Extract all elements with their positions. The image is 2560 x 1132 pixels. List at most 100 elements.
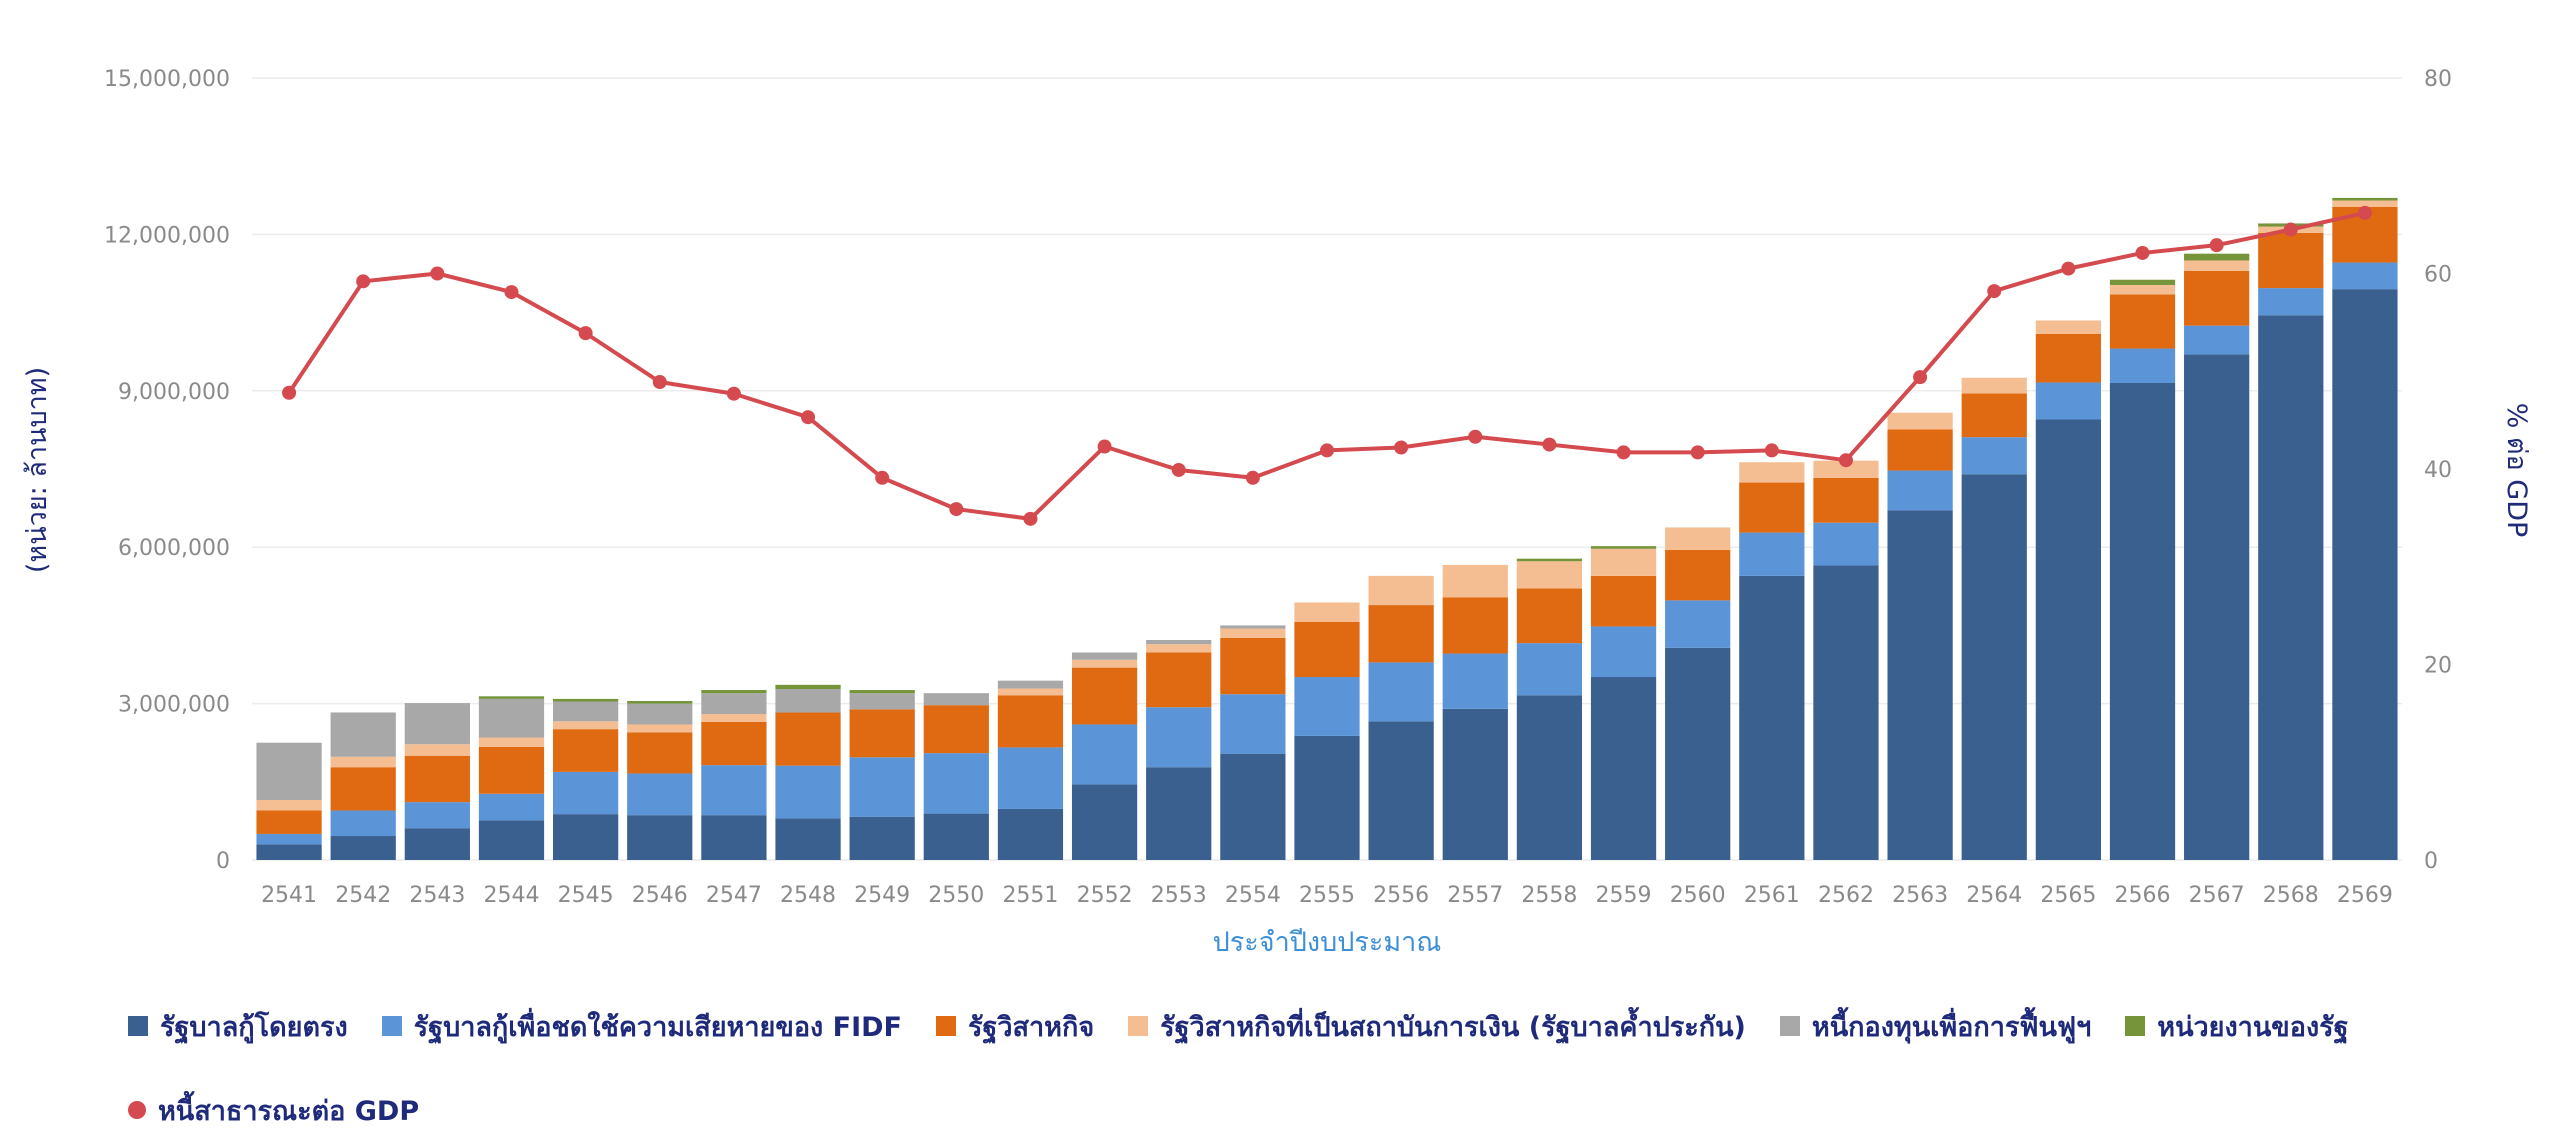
legend-item-ratio-line[interactable]: หนี้สาธารณะต่อ GDP: [128, 1090, 419, 1130]
bar-segment-5: [553, 698, 619, 702]
ratio-point: [1171, 462, 1186, 477]
bar-segment-3: [997, 688, 1064, 696]
bar-segment-3: [256, 800, 322, 811]
bar-segment-0: [2184, 354, 2250, 860]
bar-segment-5: [2184, 253, 2250, 261]
bar-segment-1: [1442, 653, 1508, 709]
legend-item-1[interactable]: รัฐบาลกู้เพื่อชดใช้ความเสียหายของ FIDF: [381, 1006, 902, 1046]
x-tick-label: 2557: [1447, 883, 1503, 908]
bar-segment-2: [1590, 575, 1657, 627]
bar-segment-1: [1813, 522, 1879, 566]
x-tick-label: 2543: [409, 883, 465, 908]
bar-segment-3: [1961, 377, 2027, 394]
bar-segment-3: [404, 744, 470, 756]
legend: รัฐบาลกู้โดยตรง รัฐบาลกู้เพื่อชดใช้ความเส…: [128, 1006, 2528, 1130]
ratio-line-layer: [282, 205, 2372, 526]
ratio-point: [949, 502, 964, 517]
bar-segment-5: [2332, 197, 2398, 201]
legend-item-5[interactable]: หน่วยงานของรัฐ: [2125, 1006, 2349, 1046]
ratio-point: [1542, 437, 1557, 452]
bar-segment-3: [1739, 462, 1805, 483]
bar-segment-0: [1146, 767, 1212, 860]
bar-segment-2: [2109, 294, 2176, 349]
bar-segment-4: [923, 693, 989, 706]
ratio-point: [1023, 511, 1038, 526]
bar-segment-1: [478, 793, 545, 821]
bar-segment-0: [1739, 575, 1805, 860]
x-tick-label: 2566: [2115, 883, 2171, 908]
legend-item-3[interactable]: รัฐวิสาหกิจที่เป็นสถาบันการเงิน (รัฐบาลค…: [1128, 1006, 1746, 1046]
x-tick-label: 2544: [483, 883, 539, 908]
legend-label: รัฐบาลกู้โดยตรง: [160, 1011, 348, 1043]
ratio-point: [1616, 445, 1631, 460]
bar-segment-2: [849, 709, 915, 758]
bar-segment-5: [775, 684, 841, 690]
bar-segment-5: [627, 700, 693, 704]
bar-segment-3: [2035, 320, 2101, 334]
y-tick-label: 0: [216, 849, 230, 874]
bar-segment-1: [701, 765, 767, 816]
bar-segment-3: [1813, 460, 1879, 478]
x-tick-label: 2565: [2040, 883, 2096, 908]
ratio-point: [1468, 429, 1483, 444]
bar-segment-1: [775, 765, 841, 819]
ratio-point: [652, 375, 667, 390]
x-tick-label: 2546: [632, 883, 688, 908]
bar-segment-1: [1961, 437, 2027, 475]
legend-label: รัฐวิสาหกิจที่เป็นสถาบันการเงิน (รัฐบาลค…: [1160, 1011, 1746, 1043]
legend-item-2[interactable]: รัฐวิสาหกิจ: [935, 1006, 1095, 1046]
ratio-point: [2283, 222, 2298, 237]
bar-segment-1: [2332, 262, 2398, 290]
bar-segment-0: [2332, 289, 2398, 860]
bar-segment-1: [330, 810, 396, 837]
legend-swatch: [128, 1016, 148, 1036]
bar-segment-2: [1665, 549, 1731, 601]
bar-segment-5: [701, 690, 767, 694]
bar-segment-2: [1442, 597, 1508, 654]
x-tick-label: 2549: [854, 883, 910, 908]
ratio-point: [578, 326, 593, 341]
bar-segment-3: [478, 737, 545, 747]
bar-segment-0: [701, 815, 767, 860]
bar-segment-2: [478, 746, 545, 794]
bar-segment-2: [1071, 667, 1138, 725]
bar-segment-0: [1813, 565, 1879, 860]
bar-segment-1: [2184, 325, 2250, 355]
x-tick-label: 2545: [558, 883, 614, 908]
y-axis-title: (หน่วย: ล้านบาท): [22, 367, 53, 573]
x-tick-label: 2562: [1818, 883, 1874, 908]
bar-segment-1: [849, 757, 915, 817]
bar-segment-3: [553, 721, 619, 730]
bar-segment-1: [1146, 707, 1212, 768]
y2-tick-label: 40: [2424, 458, 2452, 483]
bar-segment-0: [404, 828, 470, 860]
ratio-point: [1987, 284, 2002, 299]
x-tick-label: 2561: [1744, 883, 1800, 908]
legend-label: รัฐวิสาหกิจ: [967, 1011, 1095, 1043]
bar-segment-1: [256, 833, 322, 845]
bar-segment-5: [1516, 558, 1583, 562]
bar-segment-0: [997, 808, 1064, 860]
bar-segment-1: [1887, 470, 1953, 511]
bar-segment-2: [1961, 393, 2027, 438]
bar-segment-0: [1590, 677, 1657, 860]
bar-segment-1: [2258, 288, 2324, 316]
legend-swatch: [2125, 1016, 2146, 1036]
bar-segment-2: [1887, 429, 1953, 471]
legend-item-0[interactable]: รัฐบาลกู้โดยตรง: [128, 1006, 348, 1046]
y-tick-label: 12,000,000: [104, 223, 230, 248]
bar-segment-0: [1665, 647, 1731, 860]
legend-item-4[interactable]: หนี้กองทุนเพื่อการฟื้นฟูฯ: [1779, 1006, 2091, 1046]
bar-segment-4: [404, 703, 470, 745]
x-tick-label: 2555: [1299, 883, 1355, 908]
bar-segment-2: [404, 755, 470, 803]
legend-label: หนี้สาธารณะต่อ GDP: [158, 1095, 420, 1127]
bar-segment-1: [2109, 348, 2176, 383]
bar-segment-2: [2035, 333, 2101, 383]
bar-segment-0: [775, 818, 841, 860]
bar-segment-0: [1887, 510, 1953, 860]
bar-segment-2: [2258, 232, 2324, 289]
bar-segment-0: [478, 820, 545, 860]
x-tick-label: 2558: [1521, 883, 1577, 908]
bar-segment-0: [330, 836, 396, 860]
